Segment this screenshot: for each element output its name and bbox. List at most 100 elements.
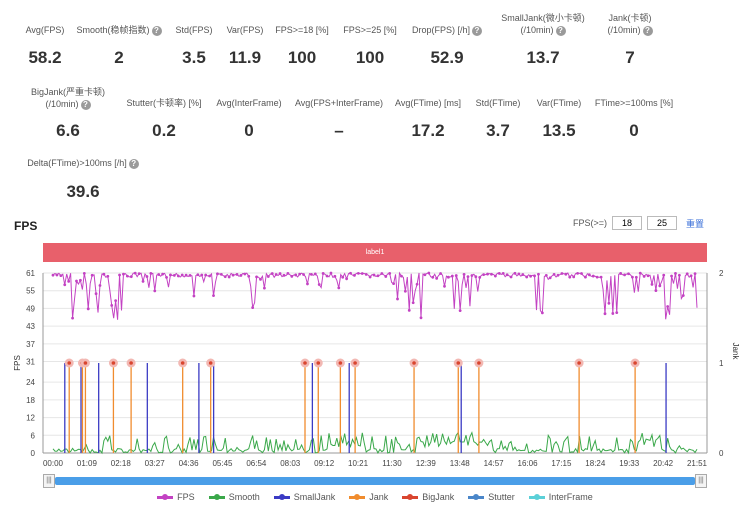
fps-point: [443, 284, 446, 288]
fps-point: [591, 274, 595, 278]
metric-label-text: Stutter(卡顿率) [%]: [126, 98, 202, 108]
x-tick-label: 01:09: [77, 459, 98, 468]
y-tick-label: 31: [26, 358, 35, 367]
y-tick-label: 0: [31, 449, 36, 458]
metric-label-text: FTime>=100ms [%]: [594, 98, 674, 108]
fps-point: [137, 272, 141, 276]
metric-smooth: Smooth(稳帧指数)? 2: [49, 24, 189, 68]
fps-point: [63, 283, 67, 287]
fps-point: [611, 312, 615, 315]
fps-point: [86, 307, 90, 311]
legend-item-jank[interactable]: Jank: [349, 492, 388, 502]
help-icon[interactable]: ?: [128, 158, 139, 169]
metric-label-text: Var(FPS): [226, 25, 264, 35]
reset-link[interactable]: 重置: [686, 218, 705, 229]
fps-point: [431, 275, 435, 279]
fps-point: [274, 273, 278, 276]
metric-label: Avg(FTime) [ms]: [358, 97, 498, 109]
fps-point: [572, 275, 576, 279]
x-tick-label: 16:06: [518, 459, 539, 468]
fps-point: [525, 275, 529, 279]
smooth-line: [52, 431, 698, 455]
fps-point: [94, 292, 98, 296]
y-tick-label: 6: [31, 431, 36, 440]
threshold-high-input[interactable]: [647, 216, 678, 230]
fps-point: [235, 273, 239, 276]
fps-point: [243, 272, 247, 276]
fps-point: [192, 294, 196, 298]
fps-point: [666, 305, 670, 308]
time-range-slider[interactable]: ||| |||: [43, 474, 707, 488]
y-tick-label: 24: [26, 378, 35, 387]
legend-item-bigjank[interactable]: BigJank: [402, 492, 454, 502]
metric-bigjank: BigJank(严重卡顿) (/10min)? 6.6: [0, 86, 138, 141]
fps-point: [642, 274, 646, 278]
help-icon[interactable]: ?: [642, 25, 653, 36]
fps-point: [251, 306, 255, 309]
fps-point: [435, 276, 439, 280]
metric-label-text: Smooth(稳帧指数): [76, 25, 150, 35]
metric-label-text: Drop(FPS) [/h]: [411, 25, 470, 35]
x-tick-label: 13:48: [450, 459, 471, 468]
metric-label-text: Avg(InterFrame): [216, 98, 282, 108]
legend-item-smooth[interactable]: Smooth: [208, 492, 260, 502]
fps-point: [341, 275, 345, 279]
fps-point: [313, 272, 317, 276]
metric-label-text: FPS>=18 [%]: [275, 25, 329, 35]
fps-point: [380, 272, 384, 275]
fps-point: [317, 283, 321, 286]
help-icon[interactable]: ?: [555, 25, 566, 36]
fps-point: [454, 274, 458, 277]
metric-label: Std(FTime): [428, 97, 568, 109]
fps-point: [490, 272, 493, 276]
y2-tick-label: 0: [719, 449, 724, 458]
fps-point: [196, 273, 200, 277]
legend-label: BigJank: [422, 492, 455, 502]
help-icon[interactable]: ?: [80, 99, 91, 110]
help-icon[interactable]: ?: [472, 25, 482, 36]
fps-point: [263, 286, 266, 290]
fps-point: [415, 282, 419, 286]
fps-point: [59, 274, 63, 278]
x-tick-label: 18:24: [585, 459, 606, 468]
fps-point: [125, 274, 129, 278]
fps-point: [662, 273, 666, 277]
fps-point: [165, 275, 168, 279]
fps-point: [403, 289, 407, 293]
help-icon[interactable]: ?: [151, 25, 162, 36]
legend-label: FPS: [177, 492, 195, 502]
slider-handle-right[interactable]: |||: [695, 474, 707, 488]
fps-point: [364, 272, 368, 276]
bigjank-marker: [338, 361, 343, 365]
bigjank-marker: [477, 361, 481, 365]
fps-point: [290, 274, 294, 278]
metric-label-text: Std(FTime): [475, 98, 521, 108]
fps-point: [216, 272, 219, 276]
metric-label-text: Avg(FTime) [ms]: [394, 98, 461, 108]
slider-handle-left[interactable]: |||: [43, 474, 55, 488]
fps-point: [427, 271, 431, 275]
fps-point: [172, 273, 176, 277]
slider-track[interactable]: [55, 477, 695, 485]
threshold-low-input[interactable]: [612, 216, 643, 230]
legend-swatch-icon: [468, 493, 485, 500]
fps-point: [447, 275, 450, 279]
metric-value: 3.7: [486, 121, 510, 140]
fps-point: [129, 275, 133, 279]
fps-point: [631, 275, 634, 279]
fps-point: [114, 299, 118, 303]
legend-item-interframe[interactable]: InterFrame: [528, 492, 593, 502]
metric-var-fps: Var(FPS) 11.9: [175, 24, 315, 68]
y-tick-label: 49: [26, 304, 35, 313]
legend-item-stutter[interactable]: Stutter: [468, 492, 515, 502]
metric-value: 58.2: [28, 48, 62, 67]
fps-point: [349, 271, 352, 275]
metric-label: FTime>=100ms [%]: [564, 97, 704, 109]
legend-item-smalljank[interactable]: SmallJank: [273, 492, 335, 502]
legend-item-fps[interactable]: FPS: [157, 492, 195, 502]
fps-point: [603, 312, 607, 316]
fps-point: [356, 271, 360, 275]
label-bar[interactable]: label1: [43, 243, 707, 262]
metric-value: 39.6: [66, 182, 100, 201]
